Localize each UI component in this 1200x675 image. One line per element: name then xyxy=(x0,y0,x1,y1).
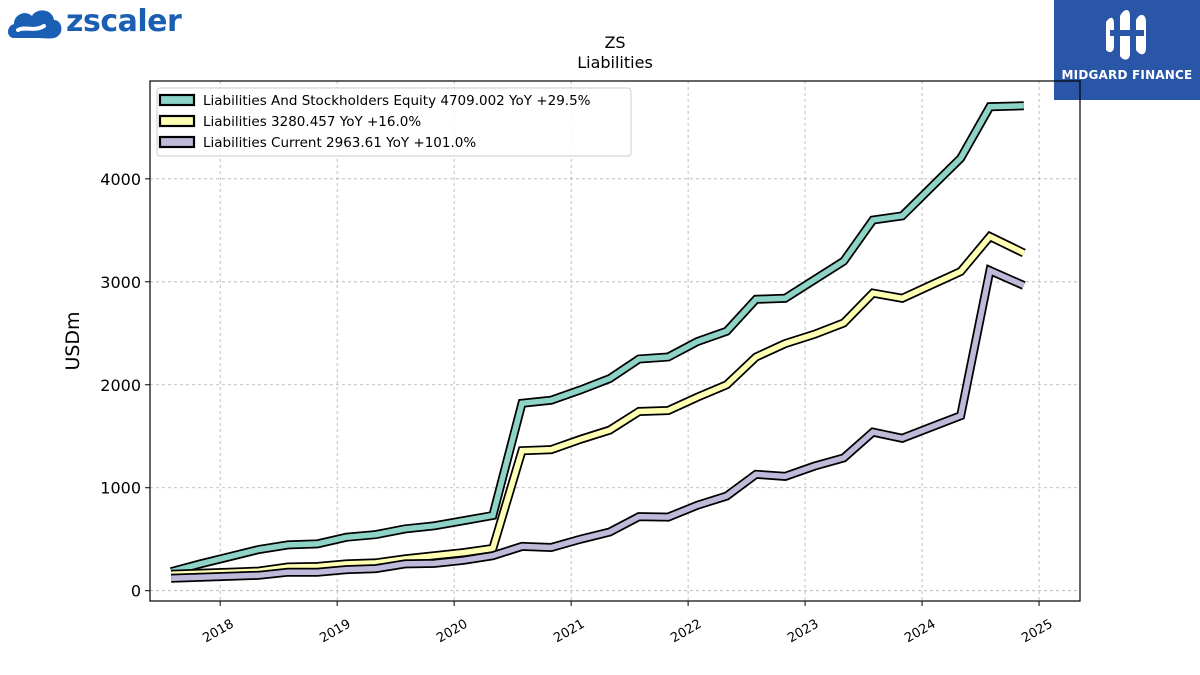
x-tick-label: 2023 xyxy=(785,617,821,647)
chart-subtitle: Liabilities xyxy=(577,53,653,72)
series-outline-2 xyxy=(170,264,1026,583)
y-tick-label: 1000 xyxy=(100,479,141,498)
y-tick-label: 4000 xyxy=(100,170,141,189)
legend: Liabilities And Stockholders Equity 4709… xyxy=(156,87,632,157)
x-tick-label: 2019 xyxy=(317,617,353,647)
y-axis-label: USDm xyxy=(62,311,84,370)
x-tick-label: 2020 xyxy=(434,617,470,647)
series-outline-1 xyxy=(170,230,1026,579)
series-line-2 xyxy=(171,266,1025,582)
legend-box xyxy=(156,87,632,157)
legend-label-1: Liabilities 3280.457 YoY +16.0% xyxy=(203,114,421,130)
x-tick-label: 2025 xyxy=(1019,617,1055,647)
series-line-1 xyxy=(171,233,1026,577)
y-tick-label: 2000 xyxy=(100,376,141,395)
series-line-0 xyxy=(170,103,1024,575)
x-axis: 2018 2019 2020 2021 2022 2023 2024 2025 xyxy=(200,601,1055,646)
midgard-finance-logo: MIDGARD FINANCE xyxy=(1054,0,1200,100)
chart-title: ZS xyxy=(604,33,625,52)
legend-swatch-2 xyxy=(158,135,196,149)
legend-swatch-1 xyxy=(158,114,196,128)
x-tick-label: 2024 xyxy=(902,617,938,647)
legend-swatch-0 xyxy=(158,93,196,107)
x-tick-label: 2018 xyxy=(200,617,236,647)
legend-label-2: Liabilities Current 2963.61 YoY +101.0% xyxy=(203,135,476,151)
x-tick-label: 2021 xyxy=(551,617,587,647)
cloud-icon xyxy=(8,10,62,39)
legend-label-0: Liabilities And Stockholders Equity 4709… xyxy=(203,93,591,109)
plot-frame xyxy=(149,80,1081,602)
x-tick-label: 2022 xyxy=(668,617,704,647)
series-layer xyxy=(169,101,1026,583)
y-axis: 0 1000 2000 3000 4000 xyxy=(100,170,150,601)
y-tick-label: 0 xyxy=(131,582,141,601)
zscaler-logo: zscaler xyxy=(4,2,184,46)
midgard-emblem-icon xyxy=(1106,10,1146,60)
grid xyxy=(150,81,1080,601)
y-tick-label: 3000 xyxy=(100,273,141,292)
midgard-wordmark: MIDGARD FINANCE xyxy=(1061,68,1193,82)
zscaler-wordmark: zscaler xyxy=(66,4,182,39)
series-outline-0 xyxy=(169,101,1024,577)
